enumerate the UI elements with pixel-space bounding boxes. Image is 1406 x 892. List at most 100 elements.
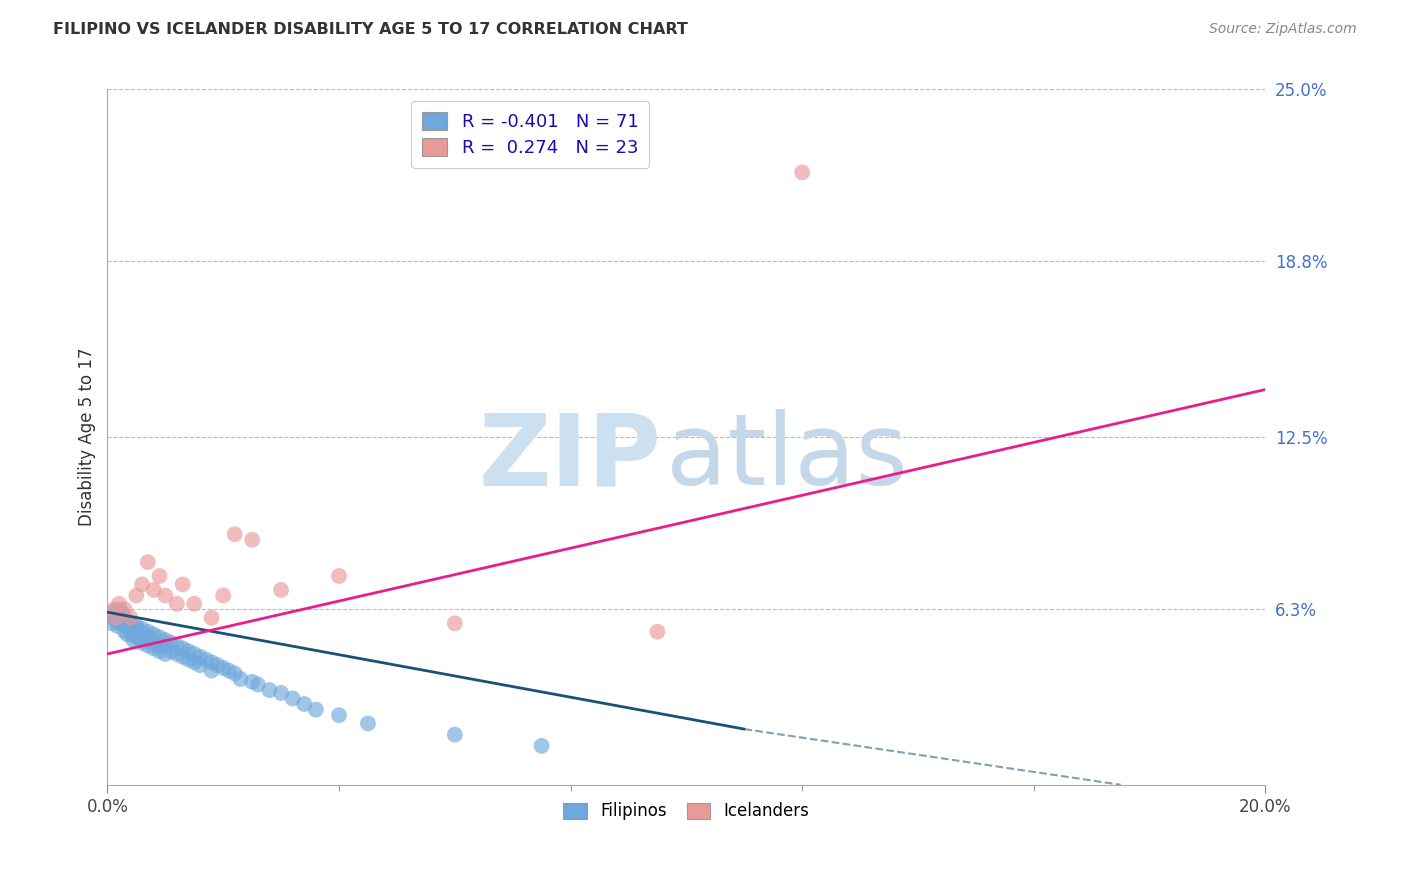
Text: Source: ZipAtlas.com: Source: ZipAtlas.com [1209,22,1357,37]
Point [166,639,188,653]
Point [131,636,153,650]
Point [200,611,222,625]
Point [188,649,211,664]
Point [166,647,188,661]
Point [125,630,148,644]
Point [108,611,131,625]
Point [125,619,148,633]
Text: atlas: atlas [665,409,907,506]
Point [108,602,131,616]
Point [148,630,170,644]
Point [270,686,292,700]
Text: ZIP: ZIP [478,409,661,506]
Legend: Filipinos, Icelanders: Filipinos, Icelanders [555,794,818,829]
Point [101,605,124,619]
Point [328,708,350,723]
Point [148,639,170,653]
Point [155,639,177,653]
Point [131,577,153,591]
Point [328,569,350,583]
Point [131,627,153,641]
Point [114,602,136,616]
Point [120,616,142,631]
Point [105,614,128,628]
Point [148,569,170,583]
Point [177,652,200,666]
Point [530,739,553,753]
Point [120,622,142,636]
Point [105,611,128,625]
Point [136,633,159,648]
Point [172,577,194,591]
Point [229,672,252,686]
Point [115,619,138,633]
Point [142,641,165,656]
Point [103,611,125,625]
Point [177,644,200,658]
Y-axis label: Disability Age 5 to 17: Disability Age 5 to 17 [79,348,96,526]
Point [155,647,177,661]
Point [142,582,165,597]
Point [224,527,246,541]
Point [160,636,183,650]
Point [792,165,814,179]
Point [122,633,145,648]
Point [155,589,177,603]
Point [443,728,465,742]
Point [136,555,159,569]
Point [108,616,131,631]
Point [183,647,205,661]
Point [111,605,134,619]
Point [305,703,328,717]
Point [136,639,159,653]
Point [138,630,160,644]
Point [647,624,669,639]
Point [160,644,183,658]
Point [142,636,165,650]
Point [281,691,304,706]
Point [114,616,136,631]
Point [172,649,194,664]
Point [212,589,235,603]
Point [183,597,205,611]
Point [125,624,148,639]
Point [148,644,170,658]
Point [136,624,159,639]
Point [117,627,139,641]
Point [131,622,153,636]
Point [127,622,149,636]
Point [259,683,281,698]
Text: FILIPINO VS ICELANDER DISABILITY AGE 5 TO 17 CORRELATION CHART: FILIPINO VS ICELANDER DISABILITY AGE 5 T… [53,22,689,37]
Point [166,597,188,611]
Point [240,533,263,547]
Point [114,624,136,639]
Point [132,630,155,644]
Point [108,597,131,611]
Point [172,641,194,656]
Point [128,630,150,644]
Point [200,664,222,678]
Point [357,716,380,731]
Point [120,611,142,625]
Point [270,582,292,597]
Point [292,697,315,711]
Point [212,661,235,675]
Point [443,616,465,631]
Point [114,611,136,625]
Point [183,655,205,669]
Point [101,602,124,616]
Point [240,674,263,689]
Point [142,627,165,641]
Point [107,619,129,633]
Point [188,658,211,673]
Point [246,677,269,691]
Point [200,655,222,669]
Point [121,627,143,641]
Point [101,616,124,631]
Point [218,664,240,678]
Point [125,589,148,603]
Point [155,633,177,648]
Point [207,658,229,673]
Point [194,652,217,666]
Point [224,666,246,681]
